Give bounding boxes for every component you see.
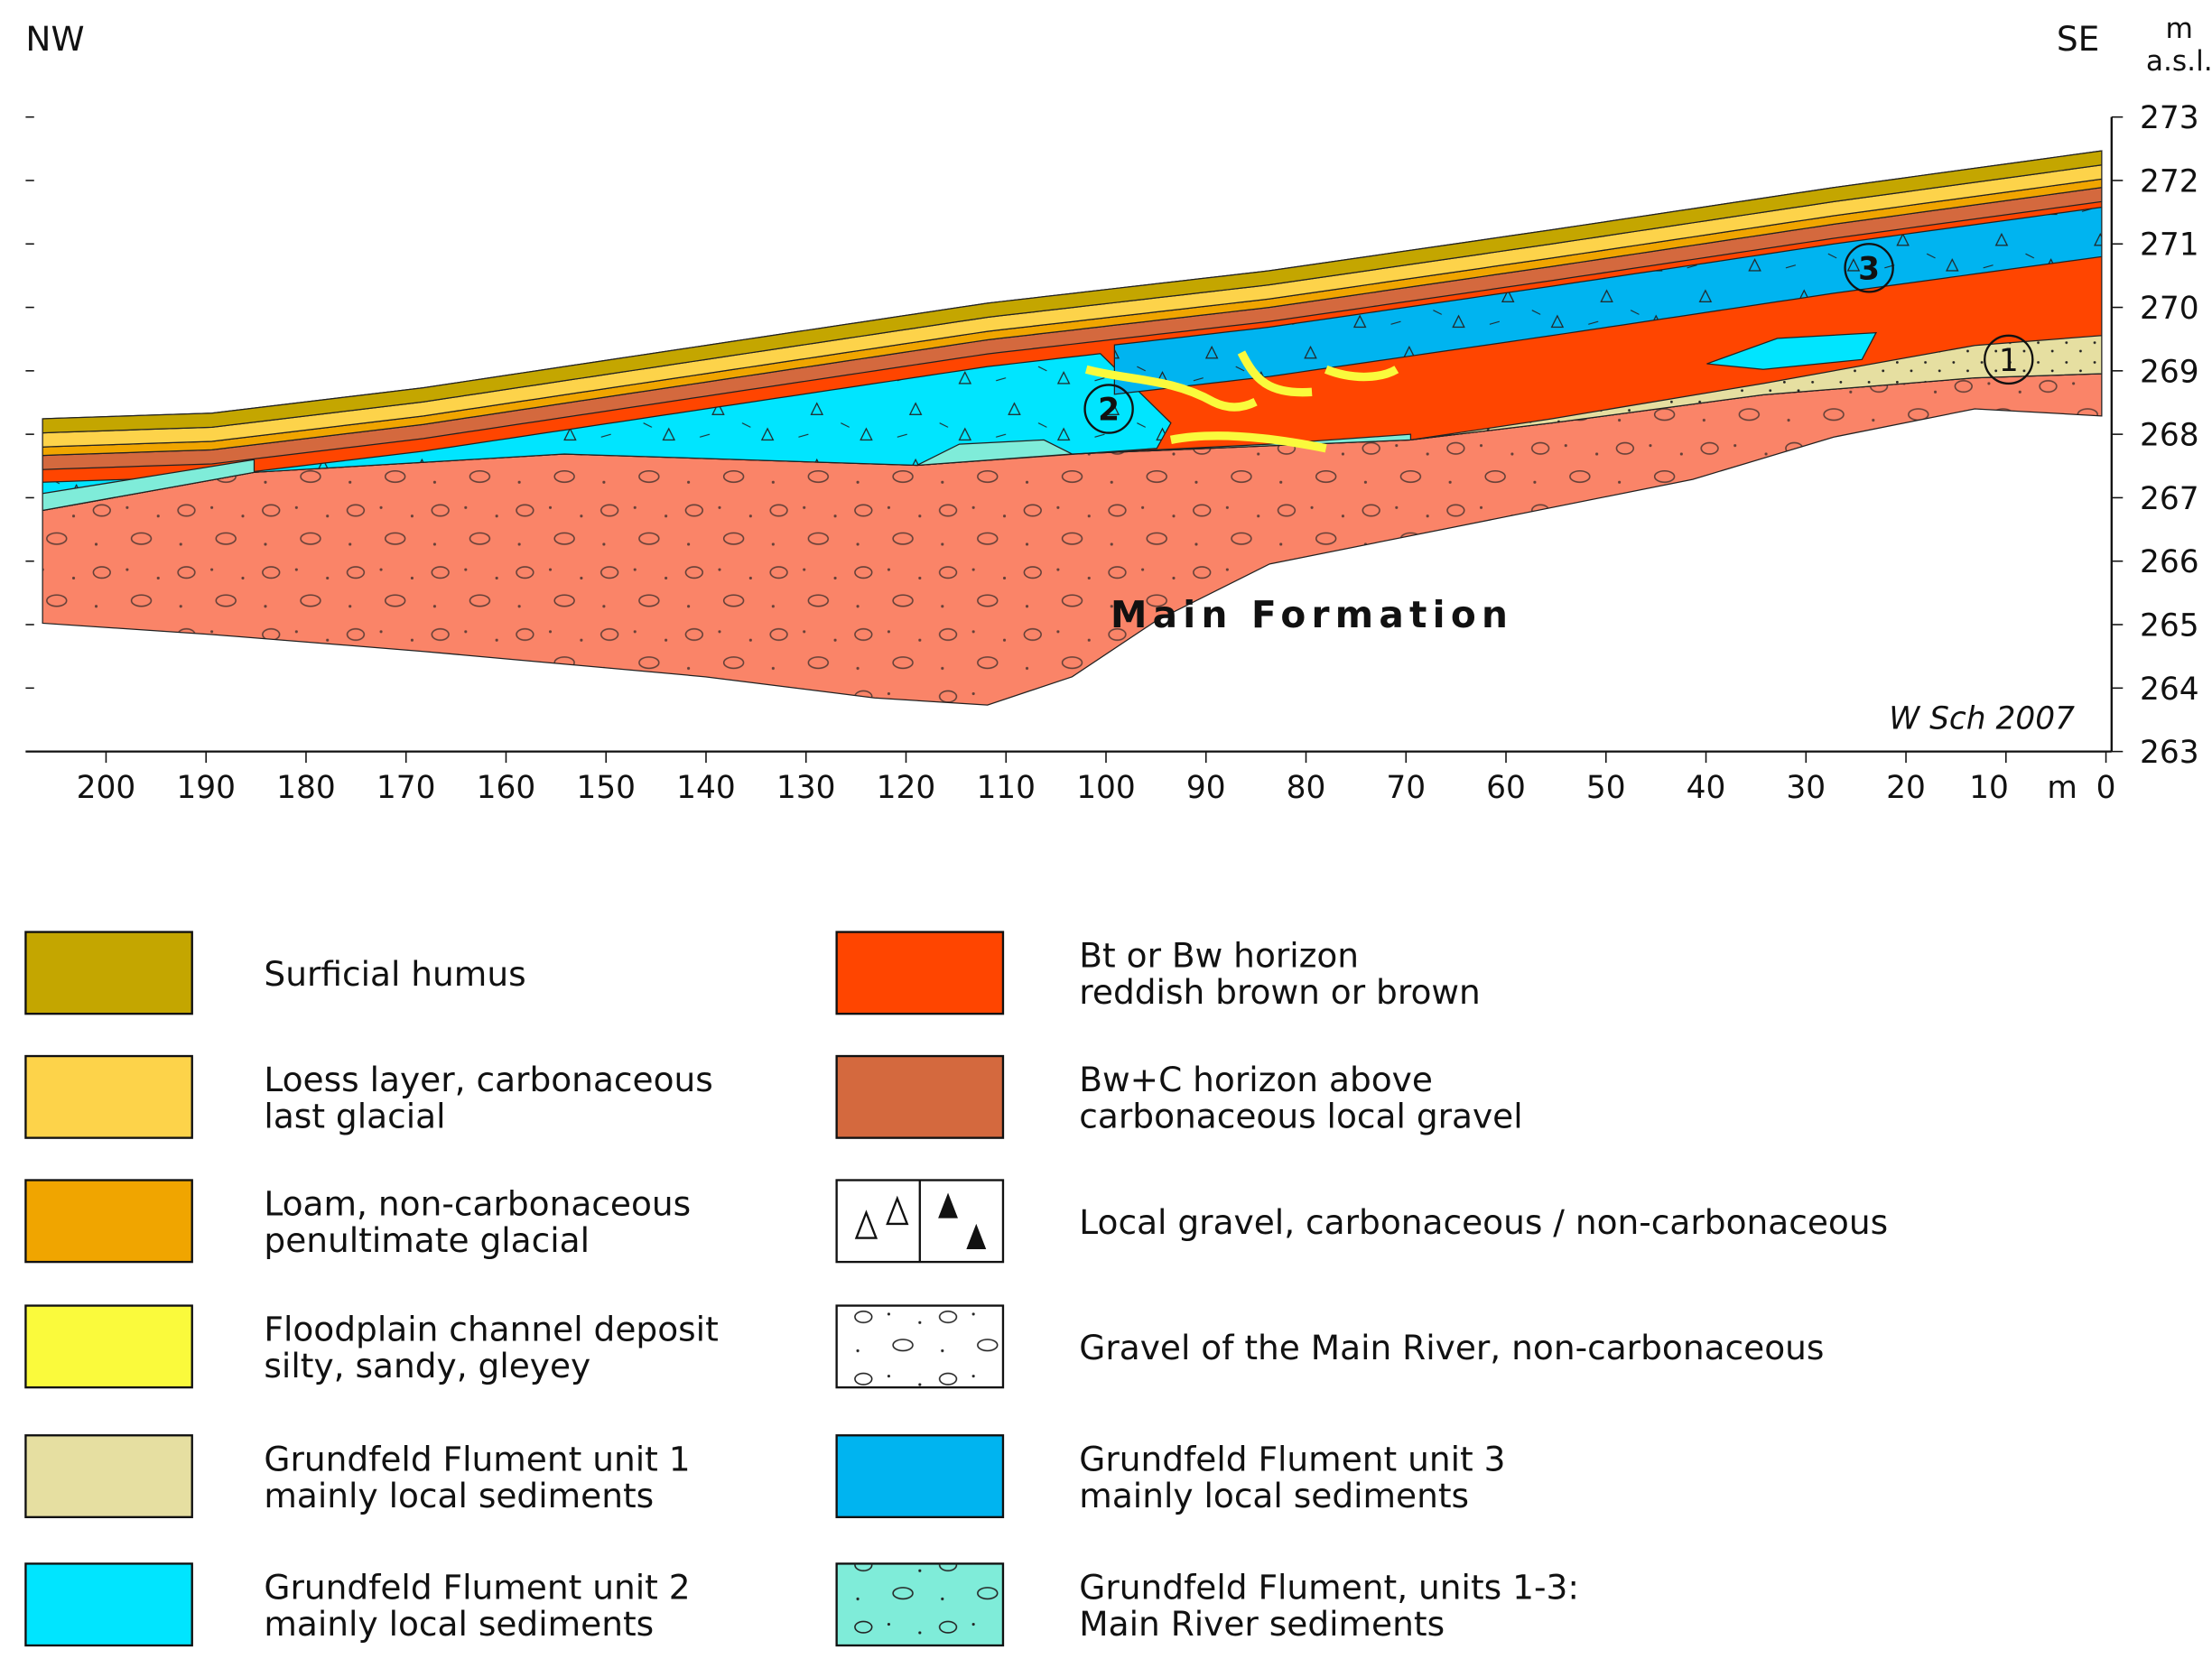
x-tick-label: 150 [576,770,636,806]
legend-text: last glacial [264,1097,445,1136]
gf-unit-3-gravel [1114,207,2102,394]
y-tick-label: 270 [2140,291,2199,327]
y-tick-label: 267 [2140,481,2199,517]
legend-text: penultimate glacial [264,1220,590,1260]
x-tick-label: 50 [1586,770,1626,806]
x-unit-label: m [2047,770,2077,806]
legend-text: mainly local sediments [264,1476,654,1515]
legend-text: Grundfeld Flument unit 3 [1079,1439,1505,1478]
x-tick-label: 20 [1886,770,1926,806]
legend-swatch-pattern [836,1305,1003,1388]
legend-swatch [835,1434,1005,1519]
legend-text: mainly local sediments [1079,1476,1469,1515]
legend-swatch-pattern [836,1563,1003,1646]
y-tick-label: 266 [2140,544,2199,580]
x-tick-label: 100 [1076,770,1136,806]
legend: Surficial humus Loess layer, carbonaceous… [24,931,1888,1647]
x-tick-label: 200 [77,770,136,806]
y-tick-label: 263 [2140,735,2199,771]
legend-text: Loess layer, carbonaceous [264,1060,712,1099]
unit-number: 1 [1999,343,2019,379]
unit-marker [1844,243,1894,293]
legend-swatch [24,1434,193,1519]
y-tick-label: 268 [2140,418,2199,454]
unit-marker [1083,384,1134,434]
legend-text: mainly local sediments [264,1604,654,1644]
formation-label: Main Formation [1111,593,1513,636]
x-tick-label: 160 [477,770,536,806]
gf-unit-1-dots [1410,335,2102,440]
x-tick-label: 170 [376,770,436,806]
y-tick-label: 269 [2140,354,2199,390]
legend-swatch [24,1304,193,1389]
x-tick-label: 190 [176,770,236,806]
x-tick-label: 40 [1687,770,1726,806]
x-tick-label: 80 [1287,770,1326,806]
legend-text: Grundfeld Flument unit 1 [264,1439,690,1478]
x-tick-label: 180 [276,770,336,806]
unit-label: m [2166,13,2193,45]
y-tick-label: 265 [2140,608,2199,644]
direction-left: NW [25,19,84,59]
main-river-sediments [916,439,1074,467]
legend-swatch-symbols [854,1195,909,1239]
floodplain-deposit [1084,350,1399,453]
unit-marker [1984,334,2034,385]
surficial-humus [42,150,2103,434]
legend-text: Gravel of the Main River, non-carbonaceo… [1079,1328,1824,1367]
legend-text: Main River sediments [1079,1604,1445,1644]
y-tick-label: 271 [2140,227,2199,264]
unit-number: 2 [1098,393,1120,429]
direction-right: SE [2057,19,2099,59]
legend-swatch [24,1054,193,1139]
legend-text: Grundfeld Flument, units 1-3: [1079,1567,1579,1607]
legend-swatch [835,931,1005,1015]
legend-text: Local gravel, carbonaceous / non-carbona… [1079,1202,1888,1242]
legend-text: Loam, non-carbonaceous [264,1184,691,1224]
y-tick-label: 264 [2140,672,2199,708]
cross-section: 1 2 3 [42,150,2103,706]
legend-text: Bw+C horizon above [1079,1060,1433,1099]
legend-text: Surficial humus [264,954,525,994]
x-tick-label: 120 [877,770,936,806]
x-tick-label: 110 [976,770,1036,806]
x-tick-label: 10 [1969,770,2009,806]
main-river-sediments [42,459,256,512]
legend-text: carbonaceous local gravel [1079,1097,1522,1136]
gf-unit-1-cyan-lens [1706,331,1877,370]
legend-text: Floodplain channel deposit [264,1310,718,1349]
y-tick-label: 273 [2140,100,2199,136]
legend-swatch [835,1054,1005,1139]
legend-text: reddish brown or brown [1079,972,1481,1012]
credit: W Sch 2007 [1889,701,2075,737]
y-tick-label: 272 [2140,163,2199,199]
x-tick-label: 60 [1486,770,1526,806]
x-tick-label: 140 [676,770,736,806]
x-tick-label: 0 [2096,770,2116,806]
x-tick-label: 130 [776,770,836,806]
axes: 200 190 180 170 160 150 140 130 120 110 100 90 80 70 6… [25,100,2199,806]
legend-text: silty, sandy, gleyey [264,1346,590,1385]
x-tick-label: 90 [1186,770,1226,806]
x-tick-label: 30 [1786,770,1826,806]
legend-swatch [24,1562,193,1647]
unit-sub-label: a.s.l. [2146,45,2212,78]
x-tick-label: 70 [1386,770,1426,806]
gf-unit-2-gravel [42,353,1171,511]
legend-swatch [24,1179,193,1264]
legend-text: Grundfeld Flument unit 2 [264,1567,690,1607]
unit-number: 3 [1858,251,1880,287]
main-formation-gravel [42,373,2102,706]
legend-swatch [24,931,193,1015]
legend-text: Bt or Bw horizon [1079,936,1359,976]
legend-swatch-symbols [938,1192,987,1250]
